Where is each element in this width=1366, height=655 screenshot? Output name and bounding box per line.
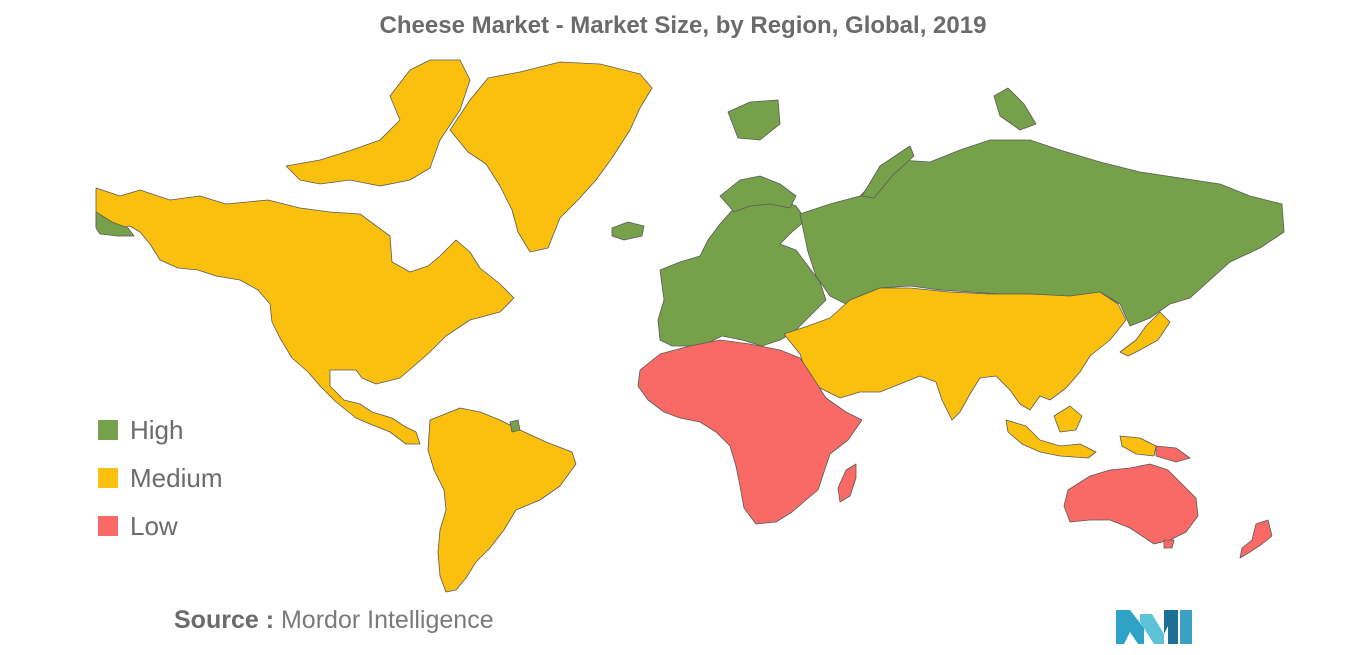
legend-item-low: Low — [98, 502, 222, 550]
legend-swatch-high — [98, 420, 118, 440]
borneo — [1053, 405, 1083, 433]
papua-new-guinea — [1155, 445, 1191, 463]
scandinavia — [719, 175, 797, 213]
north-siberian-islands — [993, 87, 1037, 131]
novaya-zemlya — [861, 145, 915, 199]
asia — [783, 287, 1127, 421]
legend-label-low: Low — [130, 510, 178, 541]
source-value: Mordor Intelligence — [280, 606, 494, 634]
madagascar — [837, 463, 857, 503]
africa — [637, 339, 863, 525]
australia — [1063, 463, 1199, 545]
north-america — [95, 187, 515, 445]
canada-islands — [285, 59, 471, 187]
japan — [1119, 311, 1171, 357]
legend: High Medium Low — [98, 406, 222, 550]
french-guiana — [509, 419, 521, 433]
legend-swatch-medium — [98, 468, 118, 488]
chart-title: Cheese Market - Market Size, by Region, … — [379, 12, 987, 39]
legend-item-medium: Medium — [98, 454, 222, 502]
southeast-asia-islands — [1005, 419, 1097, 459]
tasmania — [1163, 539, 1175, 549]
legend-item-high: High — [98, 406, 222, 454]
source-key: Source : — [174, 606, 275, 634]
svalbard — [727, 99, 781, 141]
russia — [799, 139, 1285, 327]
legend-label-high: High — [130, 414, 184, 445]
mordor-intelligence-logo-icon — [1116, 610, 1192, 644]
legend-swatch-low — [98, 516, 118, 536]
legend-label-medium: Medium — [130, 462, 223, 493]
source-note: Source : Mordor Intelligence — [174, 606, 494, 635]
greenland — [449, 61, 653, 253]
new-zealand — [1239, 519, 1273, 559]
south-america — [427, 407, 577, 593]
iceland — [611, 221, 645, 241]
far-east-tip — [95, 211, 135, 237]
new-guinea-west — [1119, 435, 1157, 457]
